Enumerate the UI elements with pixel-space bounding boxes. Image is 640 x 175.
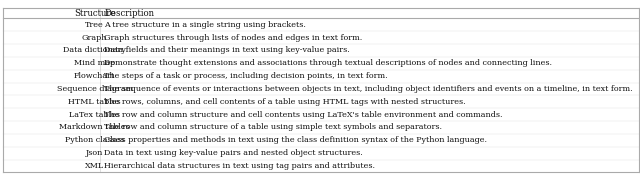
Text: Markdown tables: Markdown tables bbox=[60, 123, 130, 131]
Text: Description: Description bbox=[104, 9, 154, 18]
Text: Demonstrate thought extensions and associations through textual descriptions of : Demonstrate thought extensions and assoc… bbox=[104, 59, 552, 67]
Text: Data dictionary: Data dictionary bbox=[63, 46, 126, 54]
Text: A tree structure in a single string using brackets.: A tree structure in a single string usin… bbox=[104, 21, 306, 29]
Text: Mind map: Mind map bbox=[74, 59, 115, 67]
Text: LaTex tables: LaTex tables bbox=[69, 111, 120, 119]
Text: Tree: Tree bbox=[85, 21, 104, 29]
Text: Flowchart: Flowchart bbox=[74, 72, 115, 80]
Text: Python classes: Python classes bbox=[65, 136, 125, 144]
Text: Hierarchical data structures in text using tag pairs and attributes.: Hierarchical data structures in text usi… bbox=[104, 162, 375, 170]
Text: Json: Json bbox=[86, 149, 104, 157]
Text: The sequence of events or interactions between objects in text, including object: The sequence of events or interactions b… bbox=[104, 85, 633, 93]
Text: Class properties and methods in text using the class definition syntax of the Py: Class properties and methods in text usi… bbox=[104, 136, 487, 144]
Text: The steps of a task or process, including decision points, in text form.: The steps of a task or process, includin… bbox=[104, 72, 388, 80]
Text: Data fields and their meanings in text using key-value pairs.: Data fields and their meanings in text u… bbox=[104, 46, 350, 54]
Text: Sequence diagram: Sequence diagram bbox=[56, 85, 133, 93]
Text: The row and column structure of a table using simple text symbols and separators: The row and column structure of a table … bbox=[104, 123, 442, 131]
Text: Structure: Structure bbox=[74, 9, 116, 18]
Text: Data in text using key-value pairs and nested object structures.: Data in text using key-value pairs and n… bbox=[104, 149, 363, 157]
Text: The row and column structure and cell contents using LaTeX's table environment a: The row and column structure and cell co… bbox=[104, 111, 503, 119]
Text: Graph structures through lists of nodes and edges in text form.: Graph structures through lists of nodes … bbox=[104, 34, 363, 42]
Text: The rows, columns, and cell contents of a table using HTML tags with nested stru: The rows, columns, and cell contents of … bbox=[104, 98, 466, 106]
Text: Graph: Graph bbox=[82, 34, 108, 42]
Text: XML: XML bbox=[85, 162, 104, 170]
Text: HTML tables: HTML tables bbox=[68, 98, 121, 106]
